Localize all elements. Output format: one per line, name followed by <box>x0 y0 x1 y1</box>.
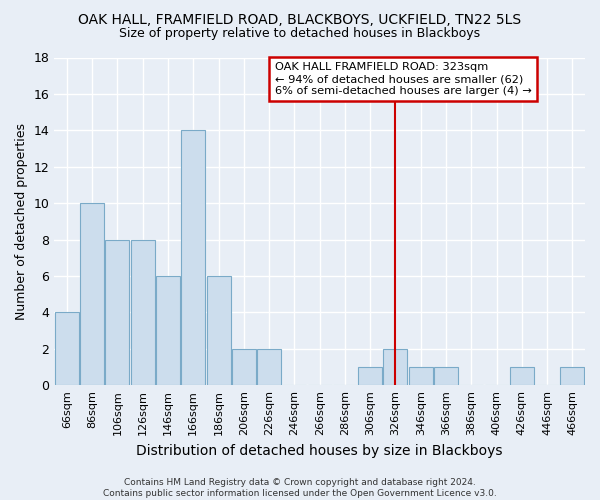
Bar <box>434 367 458 386</box>
Text: OAK HALL, FRAMFIELD ROAD, BLACKBOYS, UCKFIELD, TN22 5LS: OAK HALL, FRAMFIELD ROAD, BLACKBOYS, UCK… <box>79 12 521 26</box>
Bar <box>409 367 433 386</box>
Bar <box>358 367 382 386</box>
Text: Size of property relative to detached houses in Blackboys: Size of property relative to detached ho… <box>119 28 481 40</box>
Bar <box>560 367 584 386</box>
Bar <box>131 240 155 386</box>
Bar <box>257 349 281 386</box>
Bar <box>181 130 205 386</box>
Bar <box>206 276 230 386</box>
Bar <box>156 276 180 386</box>
Bar <box>55 312 79 386</box>
X-axis label: Distribution of detached houses by size in Blackboys: Distribution of detached houses by size … <box>136 444 503 458</box>
Bar <box>106 240 130 386</box>
Bar <box>80 203 104 386</box>
Bar <box>383 349 407 386</box>
Bar <box>232 349 256 386</box>
Text: OAK HALL FRAMFIELD ROAD: 323sqm
← 94% of detached houses are smaller (62)
6% of : OAK HALL FRAMFIELD ROAD: 323sqm ← 94% of… <box>275 62 531 96</box>
Text: Contains HM Land Registry data © Crown copyright and database right 2024.
Contai: Contains HM Land Registry data © Crown c… <box>103 478 497 498</box>
Y-axis label: Number of detached properties: Number of detached properties <box>15 123 28 320</box>
Bar <box>510 367 534 386</box>
